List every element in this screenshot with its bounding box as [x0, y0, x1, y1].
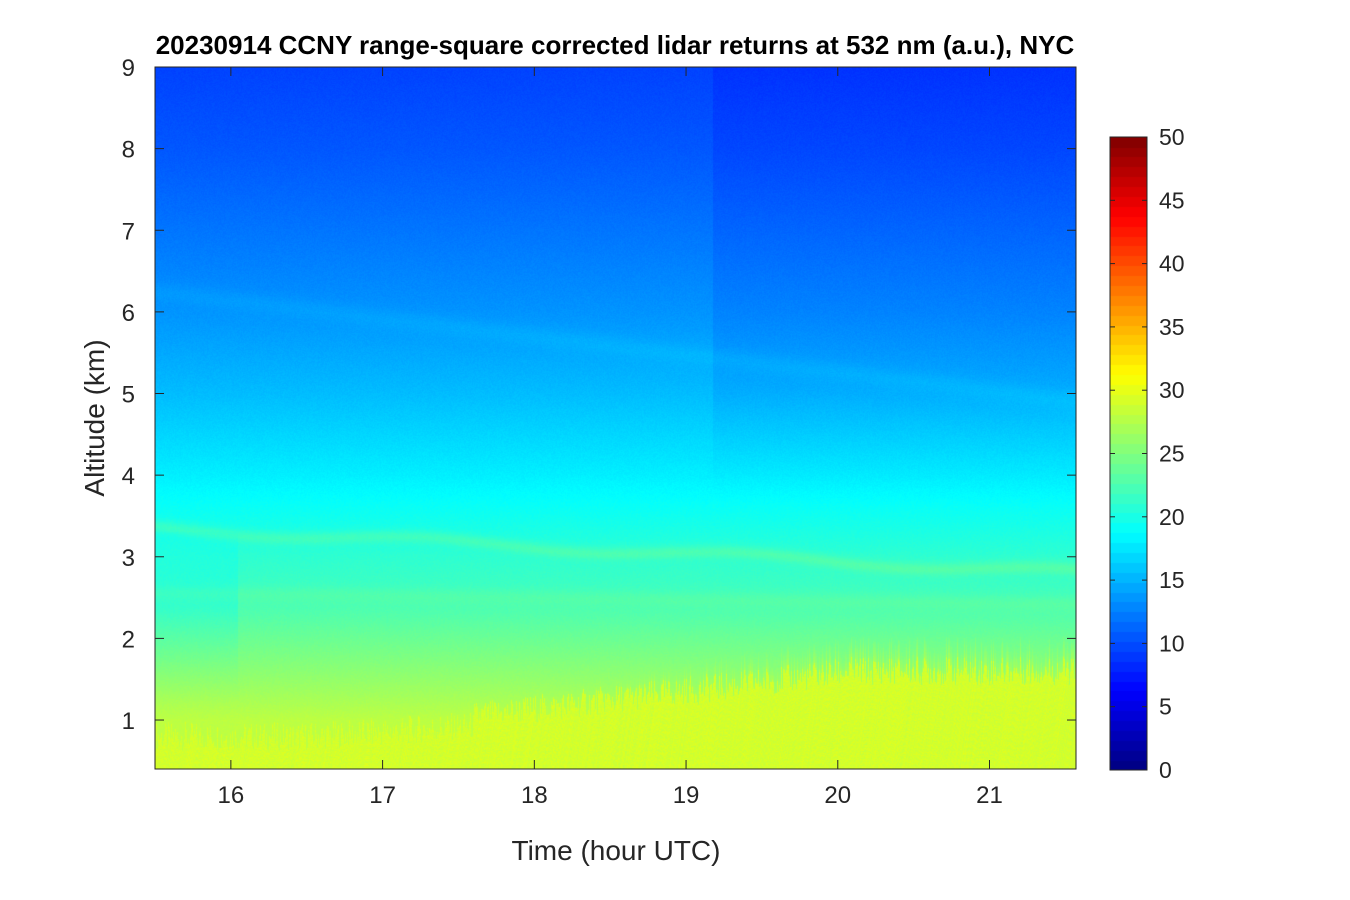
x-tick-label: 18 [521, 782, 548, 809]
colorbar-ticks: 0 5 10 15 20 25 30 35 40 45 50 [1110, 124, 1185, 783]
y-tick-label: 5 [122, 382, 135, 409]
x-tick-label: 16 [218, 782, 245, 809]
chart-title: 20230914 CCNY range-square corrected lid… [156, 30, 1075, 60]
colorbar-tick-label: 20 [1159, 504, 1185, 530]
y-tick-label: 9 [122, 55, 135, 82]
y-tick-label: 2 [122, 626, 135, 653]
colorbar-tick-label: 50 [1159, 124, 1185, 150]
colorbar-tick-label: 40 [1159, 251, 1185, 277]
x-tick-label: 20 [824, 782, 851, 809]
y-axis-label: Altitude (km) [79, 339, 110, 496]
colorbar-tick-label: 10 [1159, 630, 1185, 656]
x-axis-label: Time (hour UTC) [512, 835, 721, 866]
x-axis-ticks: 16 17 18 19 20 21 [218, 67, 1003, 809]
colorbar-tick-label: 15 [1159, 567, 1185, 593]
colorbar-tick-label: 35 [1159, 314, 1185, 340]
colorbar-tick-label: 25 [1159, 441, 1185, 467]
colorbar-tick-label: 0 [1159, 757, 1172, 783]
heatmap-image [155, 67, 1076, 769]
y-tick-label: 4 [122, 463, 135, 490]
colorbar-image [1110, 137, 1147, 770]
colorbar-tick-label: 5 [1159, 694, 1172, 720]
y-tick-label: 1 [122, 708, 135, 735]
y-tick-label: 3 [122, 545, 135, 572]
y-axis-ticks: 1 2 3 4 5 6 7 8 9 [122, 55, 1076, 735]
y-tick-label: 8 [122, 137, 135, 164]
colorbar-tick-label: 30 [1159, 377, 1185, 403]
colorbar-tick-label: 45 [1159, 187, 1185, 213]
plot-frame [154, 66, 1077, 770]
x-tick-label: 17 [369, 782, 396, 809]
x-tick-label: 19 [673, 782, 700, 809]
x-tick-label: 21 [976, 782, 1003, 809]
y-tick-label: 6 [122, 300, 135, 327]
y-tick-label: 7 [122, 218, 135, 245]
